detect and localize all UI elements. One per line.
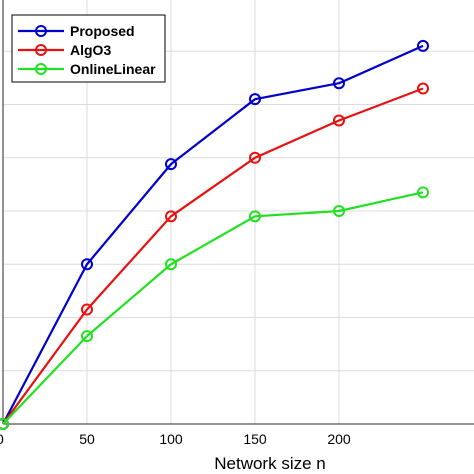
data-point-onlinelinear-250 (417, 186, 429, 199)
data-point-onlinelinear-150 (249, 210, 261, 223)
series-line-proposed (2, 44, 424, 425)
legend-marker-onlinelinear (35, 63, 47, 75)
series-group (0, 39, 429, 430)
legend-marker-algo3 (35, 44, 47, 56)
data-point-onlinelinear-100 (165, 258, 177, 271)
legend: Proposed AlgO3 OnlineLinear (11, 14, 166, 83)
data-point-onlinelinear-0 (0, 418, 9, 430)
x-tick-label-50: 50 (79, 431, 95, 447)
data-point-proposed-250 (417, 39, 429, 52)
data-point-algo3-50 (81, 303, 93, 316)
data-point-algo3-100 (165, 210, 177, 223)
data-point-algo3-150 (249, 151, 261, 164)
data-point-proposed-200 (333, 77, 345, 90)
x-tick-label-200: 200 (327, 431, 351, 447)
axes (2, 0, 474, 425)
data-point-proposed-150 (249, 93, 261, 106)
data-point-onlinelinear-50 (81, 330, 93, 343)
data-point-algo3-200 (333, 114, 345, 127)
x-tick-label-100: 100 (159, 431, 183, 447)
legend-marker-proposed (35, 25, 47, 37)
legend-label-proposed: Proposed (70, 23, 135, 39)
legend-label-onlinelinear: OnlineLinear (70, 61, 156, 77)
series-line-algo3 (2, 87, 424, 425)
data-point-proposed-50 (81, 258, 93, 271)
data-point-proposed-100 (165, 158, 177, 171)
x-tick-labels: 0 50 100 150 200 (0, 431, 351, 447)
x-tick-label-0: 0 (0, 431, 4, 447)
data-point-algo3-250 (417, 82, 429, 95)
x-axis-label: Network size n (214, 454, 325, 473)
data-point-onlinelinear-200 (333, 205, 345, 217)
legend-label-algo3: AlgO3 (70, 42, 111, 58)
x-tick-label-150: 150 (243, 431, 267, 447)
series-line-onlinelinear (2, 191, 424, 425)
